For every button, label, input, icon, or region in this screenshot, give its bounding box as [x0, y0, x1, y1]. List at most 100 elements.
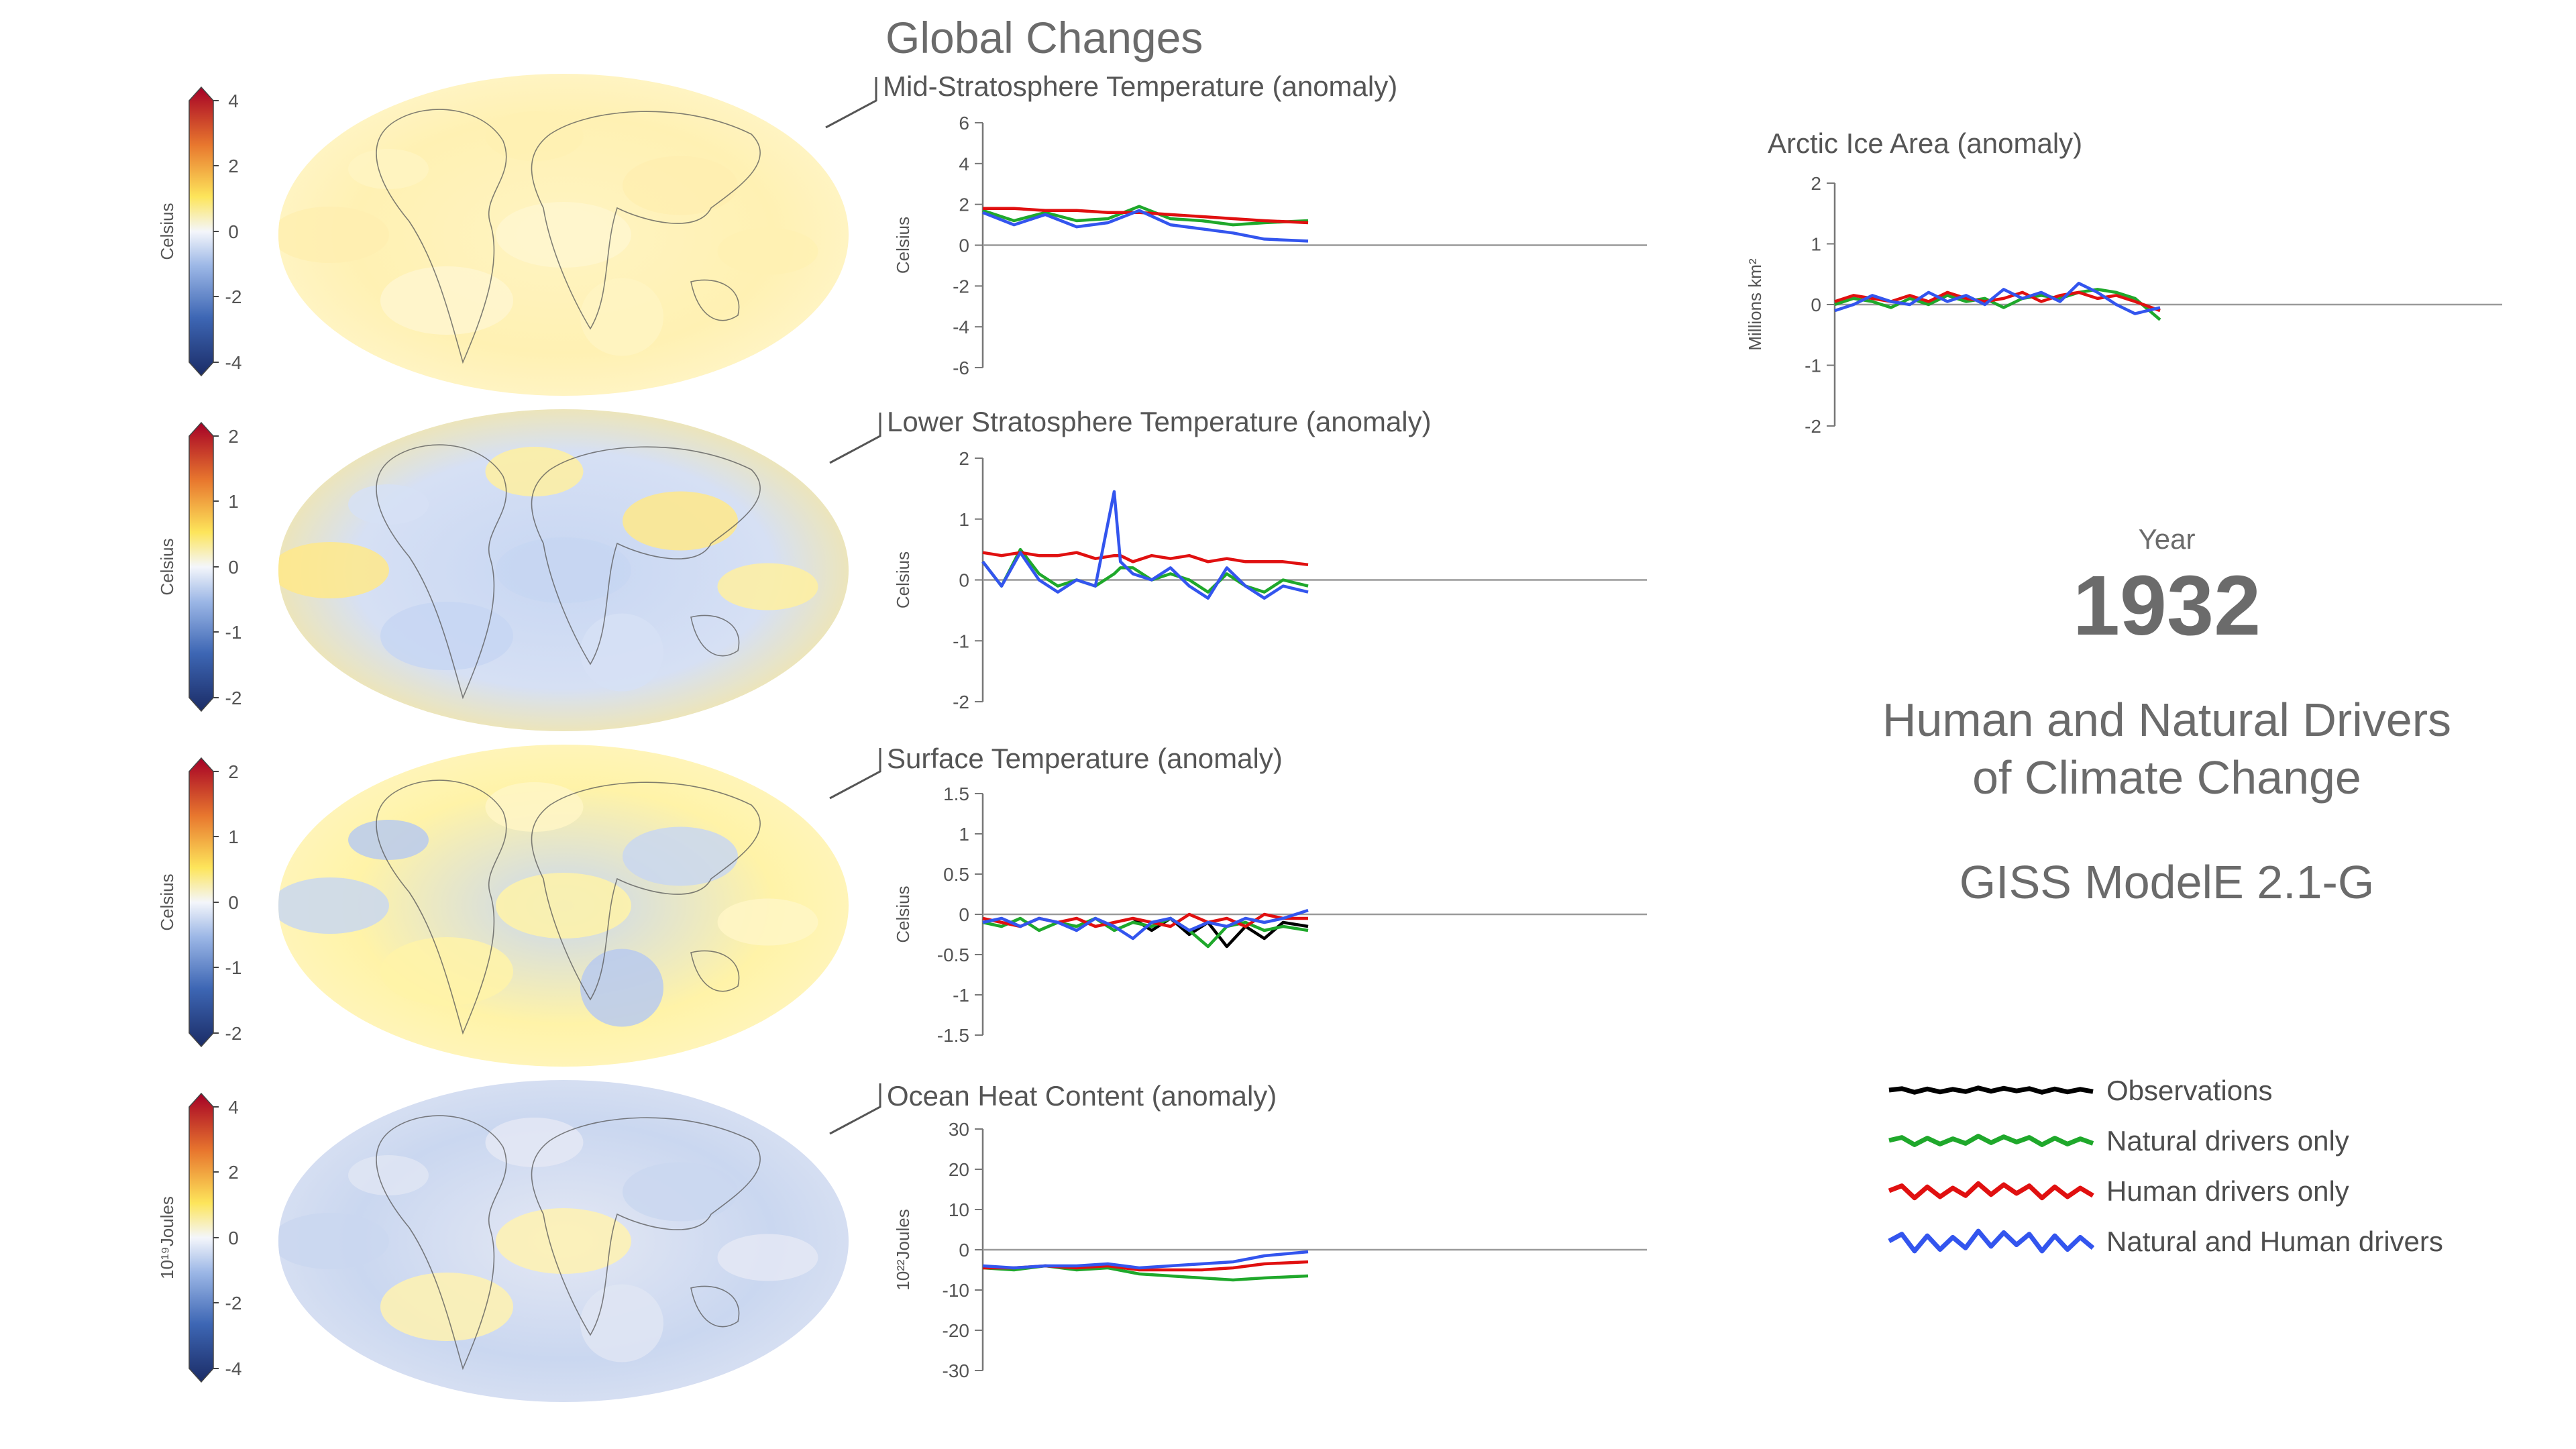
y-axis-label: Millions km²: [1745, 258, 1765, 351]
colorbar-unit-label: Celsius: [157, 203, 177, 260]
y-tick-label: 1.5: [943, 784, 969, 804]
map-2: [278, 745, 849, 1067]
y-axis-label: Celsius: [893, 217, 913, 274]
headline-line-1: Human and Natural Drivers: [1882, 694, 2452, 746]
y-tick-label: 0: [959, 570, 969, 591]
series-line-2: [1834, 282, 2161, 315]
legend-line-0: [1888, 1085, 2094, 1095]
colorbar-tick-label: -4: [225, 352, 242, 373]
y-tick-label: -2: [953, 276, 969, 297]
y-tick-label: -1: [953, 985, 969, 1006]
colorbar-tick-label: -1: [225, 957, 242, 978]
chart-title: Lower Stratosphere Temperature (anomaly): [887, 406, 1432, 437]
connector-line: [825, 77, 877, 129]
y-tick-label: -2: [953, 692, 969, 712]
y-tick-label: 2: [959, 448, 969, 469]
colorbar-tick-label: 1: [228, 491, 239, 512]
y-tick-label: -10: [943, 1280, 969, 1301]
series-line-2: [982, 209, 1309, 243]
colorbar-0: 4 2 0 -2 -4 Celsius: [157, 86, 242, 377]
colorbar-tick-label: 4: [228, 91, 239, 111]
series-line-2: [982, 1250, 1309, 1270]
colorbar-tick-label: 4: [228, 1097, 239, 1118]
headline: Human and Natural Drivers of Climate Cha…: [1838, 691, 2496, 806]
colorbar-tick-label: 2: [228, 761, 239, 782]
legend-swatch-2: [1888, 1181, 2094, 1201]
series-line-3: [982, 908, 1309, 941]
colorbar-unit-label: Celsius: [157, 873, 177, 930]
y-tick-label: 6: [959, 113, 969, 133]
chart-title: Arctic Ice Area (anomaly): [1768, 127, 2082, 159]
y-tick-label: 1: [959, 509, 969, 530]
colorbar-tick-label: -2: [225, 1023, 242, 1044]
colorbar-3: 4 2 0 -2 -4 10¹⁹Joules: [157, 1092, 242, 1383]
series-line-1: [983, 207, 1309, 225]
connector-line: [829, 1083, 881, 1135]
legend-swatch-1: [1888, 1134, 2094, 1147]
y-tick-label: 0: [959, 904, 969, 925]
colorbar-tick-label: 0: [228, 1228, 239, 1248]
page-title: Global Changes: [885, 13, 1203, 62]
colorbar-tick-label: 1: [228, 826, 239, 847]
y-tick-label: -0.5: [937, 945, 969, 965]
legend-line-2: [1888, 1181, 2094, 1201]
connector-line: [829, 413, 881, 464]
y-axis-label: Celsius: [893, 551, 913, 608]
map-0: [278, 74, 849, 396]
colorbar-tick-label: -4: [225, 1358, 242, 1379]
colorbar-tick-label: -1: [225, 622, 242, 643]
y-tick-label: 30: [949, 1119, 969, 1140]
colorbar-tick-label: 2: [228, 426, 239, 447]
y-tick-label: 0: [1811, 294, 1821, 315]
legend-line-3: [1888, 1228, 2095, 1254]
colorbar-1: 2 1 0 -1 -2 Celsius: [157, 421, 242, 712]
colorbar-tick-label: 0: [228, 892, 239, 913]
series-line-2: [981, 490, 1309, 600]
map-field-1: [278, 409, 849, 731]
legend-label-1: Natural drivers only: [2106, 1125, 2349, 1157]
y-tick-label: -6: [953, 358, 969, 378]
legend-label-3: Natural and Human drivers: [2106, 1226, 2443, 1257]
map-field-2: [278, 745, 849, 1067]
legend-swatch-0: [1888, 1085, 2094, 1095]
y-tick-label: 0: [959, 1240, 969, 1260]
colorbar-tick-label: -2: [225, 286, 242, 307]
map-field-0: [278, 74, 849, 396]
colorbar-unit-label: Celsius: [157, 538, 177, 595]
colorbar-tick-label: 0: [228, 557, 239, 578]
year-value: 1932: [2072, 558, 2261, 653]
y-tick-label: 4: [959, 154, 969, 174]
y-tick-label: 1: [959, 824, 969, 845]
series-line-1: [982, 551, 1309, 567]
map-coastlines-2: [376, 780, 761, 1035]
model-name: GISS ModelE 2.1-G: [1959, 856, 2375, 908]
y-tick-label: 0: [959, 235, 969, 256]
colorbar-2: 2 1 0 -1 -2 Celsius: [157, 757, 242, 1048]
legend-label-2: Human drivers only: [2106, 1175, 2349, 1207]
chart-title: Ocean Heat Content (anomaly): [887, 1080, 1277, 1112]
chart-title: Mid-Stratosphere Temperature (anomaly): [883, 70, 1397, 102]
y-tick-label: 2: [959, 195, 969, 215]
y-tick-label: 1: [1811, 234, 1821, 255]
y-tick-label: 20: [949, 1159, 969, 1180]
y-tick-label: -1: [953, 631, 969, 651]
map-3: [278, 1080, 849, 1402]
legend-label-0: Observations: [2106, 1075, 2273, 1106]
colorbar-tick-label: 2: [228, 1162, 239, 1183]
y-tick-label: -1: [1805, 356, 1821, 376]
headline-line-2: of Climate Change: [1972, 751, 2361, 804]
colorbar-tick-label: -2: [225, 688, 242, 708]
y-tick-label: -4: [953, 317, 969, 337]
colorbar-tick-label: 2: [228, 156, 239, 176]
map-1: [278, 409, 849, 731]
y-tick-label: -20: [943, 1320, 969, 1341]
y-tick-label: -2: [1805, 416, 1821, 437]
colorbar-tick-label: -2: [225, 1293, 242, 1313]
series-line-0: [1834, 288, 2161, 321]
map-coastlines-3: [376, 1115, 761, 1371]
legend-swatch-3: [1888, 1228, 2095, 1254]
